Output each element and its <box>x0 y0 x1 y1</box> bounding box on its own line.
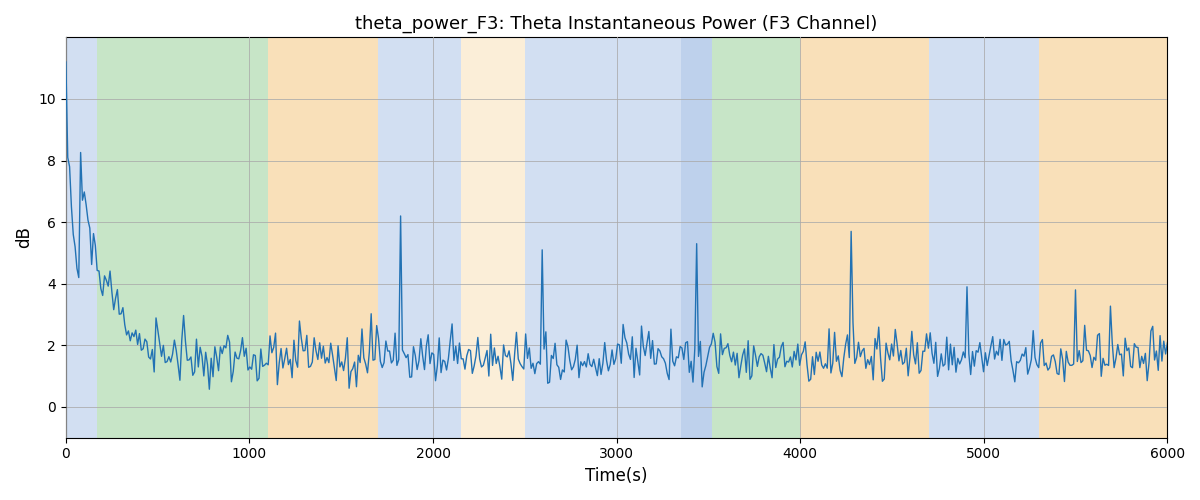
Bar <box>712 38 800 438</box>
Bar <box>1039 38 1168 438</box>
Bar <box>461 38 524 438</box>
Bar <box>929 38 1039 438</box>
Bar <box>800 38 929 438</box>
Bar <box>268 38 378 438</box>
Bar <box>378 38 461 438</box>
Bar <box>680 38 712 438</box>
X-axis label: Time(s): Time(s) <box>586 467 648 485</box>
Bar <box>66 38 97 438</box>
Y-axis label: dB: dB <box>16 226 34 248</box>
Title: theta_power_F3: Theta Instantaneous Power (F3 Channel): theta_power_F3: Theta Instantaneous Powe… <box>355 15 878 34</box>
Bar <box>524 38 680 438</box>
Bar <box>97 38 268 438</box>
